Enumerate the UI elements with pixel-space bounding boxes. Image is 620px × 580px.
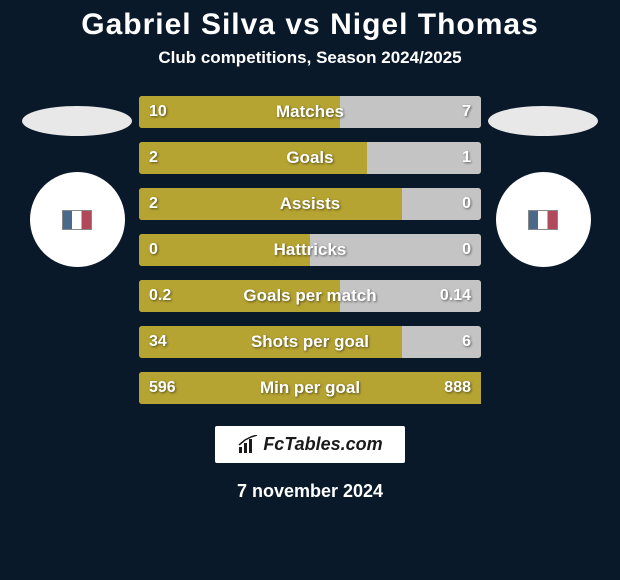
player2-side bbox=[483, 96, 603, 267]
stat-bar-right bbox=[340, 96, 481, 128]
chart-icon bbox=[237, 435, 259, 455]
player2-flag-circle bbox=[496, 172, 591, 267]
stat-value-left: 10 bbox=[149, 103, 167, 121]
stat-value-left: 596 bbox=[149, 379, 176, 397]
stat-label: Min per goal bbox=[260, 378, 360, 398]
stat-value-left: 34 bbox=[149, 333, 167, 351]
stat-row: 0 0 Hattricks bbox=[139, 234, 481, 266]
player1-flag-circle bbox=[30, 172, 125, 267]
stat-row: 34 6 Shots per goal bbox=[139, 326, 481, 358]
date-label: 7 november 2024 bbox=[237, 481, 383, 502]
vs-label: vs bbox=[285, 8, 320, 41]
player1-photo-placeholder bbox=[22, 106, 132, 136]
stat-bars: 10 7 Matches 2 1 Goals 2 0 Assists 0 0 Hattricks 0.2… bbox=[137, 96, 483, 404]
stat-label: Shots per goal bbox=[251, 332, 369, 352]
stat-value-left: 2 bbox=[149, 149, 158, 167]
comparison-title: Gabriel Silva vs Nigel Thomas bbox=[81, 8, 539, 42]
stat-row: 0.2 0.14 Goals per match bbox=[139, 280, 481, 312]
subtitle: Club competitions, Season 2024/2025 bbox=[158, 48, 461, 68]
stat-value-right: 1 bbox=[462, 149, 471, 167]
player2-name: Nigel Thomas bbox=[330, 8, 539, 41]
stat-value-right: 0 bbox=[462, 195, 471, 213]
stat-label: Hattricks bbox=[274, 240, 347, 260]
stat-value-right: 888 bbox=[444, 379, 471, 397]
player2-flag-icon bbox=[528, 210, 558, 230]
comparison-card: Gabriel Silva vs Nigel Thomas Club compe… bbox=[0, 0, 620, 502]
stat-row: 2 1 Goals bbox=[139, 142, 481, 174]
stat-label: Matches bbox=[276, 102, 344, 122]
stat-value-right: 0.14 bbox=[440, 287, 471, 305]
watermark-text: FcTables.com bbox=[263, 434, 382, 455]
stat-value-left: 0.2 bbox=[149, 287, 171, 305]
player1-side bbox=[17, 96, 137, 267]
stat-label: Assists bbox=[280, 194, 340, 214]
stat-label: Goals bbox=[286, 148, 333, 168]
player1-name: Gabriel Silva bbox=[81, 8, 276, 41]
stat-bar-left bbox=[139, 188, 402, 220]
main-area: 10 7 Matches 2 1 Goals 2 0 Assists 0 0 Hattricks 0.2… bbox=[0, 96, 620, 404]
stat-value-left: 0 bbox=[149, 241, 158, 259]
watermark-badge: FcTables.com bbox=[215, 426, 404, 463]
stat-row: 2 0 Assists bbox=[139, 188, 481, 220]
stat-row: 10 7 Matches bbox=[139, 96, 481, 128]
stat-value-right: 0 bbox=[462, 241, 471, 259]
stat-value-left: 2 bbox=[149, 195, 158, 213]
stat-label: Goals per match bbox=[243, 286, 376, 306]
player2-photo-placeholder bbox=[488, 106, 598, 136]
stat-value-right: 7 bbox=[462, 103, 471, 121]
stat-value-right: 6 bbox=[462, 333, 471, 351]
stat-row: 596 888 Min per goal bbox=[139, 372, 481, 404]
player1-flag-icon bbox=[62, 210, 92, 230]
